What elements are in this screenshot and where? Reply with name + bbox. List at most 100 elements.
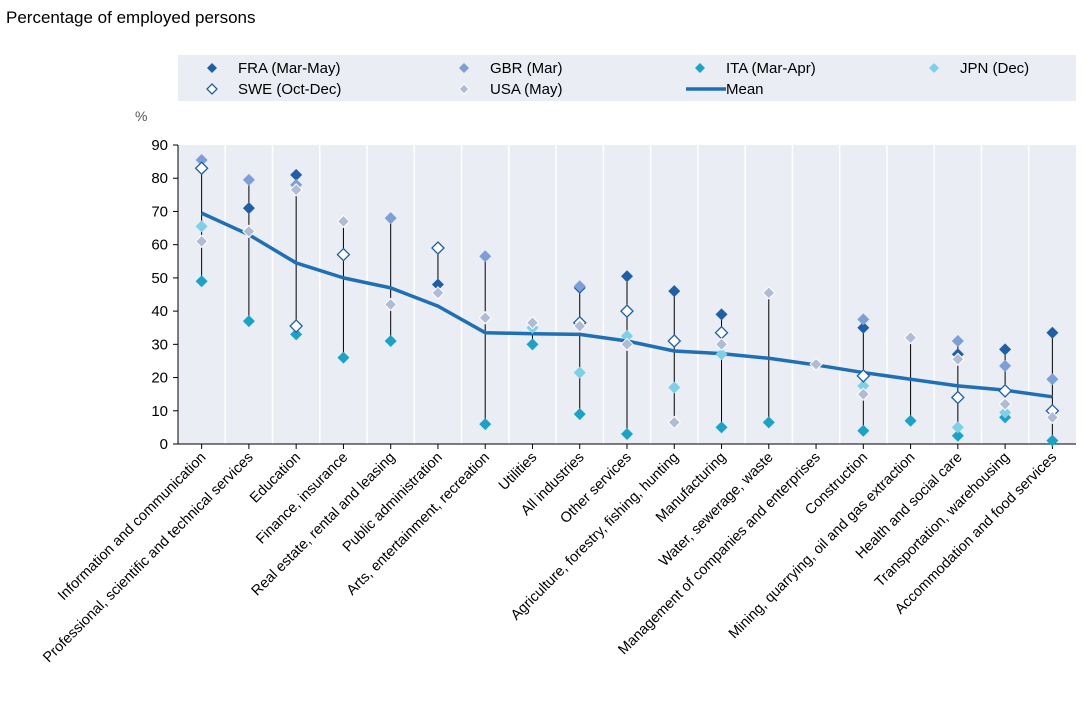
x-category-label: Professional, scientific and technical s…	[40, 450, 256, 666]
point-ita	[573, 408, 586, 421]
y-tick-label: 20	[151, 370, 168, 387]
point-jpn	[715, 348, 728, 361]
chart-subtitle: Percentage of employed persons	[6, 8, 256, 27]
point-usa	[809, 357, 823, 371]
point-swe	[998, 383, 1013, 398]
legend-symbol-swe	[206, 83, 218, 95]
point-usa	[667, 415, 681, 430]
point-jpn	[195, 220, 208, 233]
point-ita	[715, 421, 728, 434]
point-fra	[431, 278, 444, 291]
point-fra	[1046, 326, 1059, 339]
y-tick-label: 10	[151, 403, 168, 420]
point-fra	[668, 285, 681, 298]
point-ita	[762, 416, 775, 429]
point-swe	[336, 247, 351, 262]
point-fra	[999, 343, 1012, 356]
point-jpn	[857, 379, 870, 392]
y-tick-label: 40	[151, 303, 168, 320]
legend-symbol-gbr	[459, 63, 469, 73]
point-ita	[242, 315, 255, 328]
point-gbr	[573, 280, 586, 293]
point-swe	[620, 304, 634, 319]
y-tick-label: 50	[151, 270, 168, 287]
legend-label-usa: USA (May)	[490, 81, 563, 98]
point-gbr	[384, 212, 397, 225]
legend: FRA (Mar-May) GBR (Mar) ITA (Mar-Apr) JPN (…	[178, 55, 1076, 101]
point-usa	[856, 387, 871, 401]
point-fra	[857, 321, 870, 334]
point-usa	[478, 311, 492, 325]
point-swe	[856, 368, 871, 383]
x-category-label: Utilities	[496, 450, 540, 494]
y-tick-label: 80	[151, 170, 168, 187]
point-gbr	[1046, 373, 1059, 386]
point-jpn	[621, 330, 633, 343]
point-ita	[195, 275, 208, 288]
legend-background	[178, 55, 1076, 101]
point-swe	[194, 161, 209, 176]
y-tick-label: 0	[160, 436, 168, 453]
point-usa	[762, 286, 776, 300]
point-gbr	[242, 173, 255, 186]
point-usa	[620, 337, 634, 352]
x-category-label: Agriculture, forestry, fishing, hunting	[508, 450, 682, 624]
point-gbr	[479, 250, 492, 263]
point-swe	[289, 319, 304, 333]
point-gbr	[951, 335, 964, 348]
point-usa	[998, 397, 1012, 411]
point-usa	[951, 352, 965, 366]
legend-symbol-fra	[207, 63, 217, 73]
point-swe	[431, 241, 445, 255]
legend-symbol-jpn	[929, 63, 939, 73]
point-fra	[715, 308, 728, 321]
point-fra	[290, 168, 303, 181]
legend-symbol-ita	[695, 63, 705, 73]
point-ita	[479, 418, 492, 431]
point-usa	[714, 337, 729, 352]
point-usa	[383, 297, 398, 312]
x-category-label: Finance, insurance	[253, 450, 351, 548]
point-usa	[194, 234, 209, 249]
point-usa	[336, 214, 351, 229]
legend-label-fra: FRA (Mar-May)	[238, 60, 341, 77]
point-usa	[431, 286, 445, 300]
point-usa	[242, 224, 256, 239]
point-ita	[857, 424, 870, 437]
legend-label-ita: ITA (Mar-Apr)	[726, 60, 816, 77]
point-ita	[526, 338, 539, 351]
legend-label-jpn: JPN (Dec)	[960, 60, 1029, 77]
point-ita	[337, 351, 350, 364]
point-usa	[289, 183, 303, 197]
point-gbr	[195, 153, 208, 166]
point-usa	[573, 319, 587, 333]
point-swe	[950, 390, 965, 405]
point-ita	[621, 428, 633, 441]
legend-label-mean: Mean	[726, 81, 764, 98]
point-usa	[903, 330, 918, 345]
point-usa	[1045, 410, 1060, 425]
point-fra	[242, 202, 255, 215]
point-ita	[951, 429, 964, 442]
point-gbr	[857, 313, 870, 326]
y-tick-label: 90	[151, 137, 168, 154]
point-ita	[1046, 434, 1059, 447]
point-jpn	[951, 421, 964, 434]
point-usa	[525, 316, 540, 330]
point-jpn	[999, 406, 1012, 419]
y-tick-label: 30	[151, 336, 168, 353]
legend-label-swe: SWE (Oct-Dec)	[238, 81, 341, 98]
point-ita	[904, 414, 917, 427]
point-swe	[667, 334, 682, 348]
point-fra	[621, 270, 633, 283]
point-jpn	[668, 381, 681, 394]
point-ita	[384, 335, 397, 348]
legend-label-gbr: GBR (Mar)	[490, 60, 563, 77]
point-jpn	[573, 366, 586, 379]
y-axis-unit: %	[135, 108, 147, 124]
point-gbr	[999, 359, 1012, 372]
y-tick-label: 70	[151, 203, 168, 220]
y-tick-label: 60	[151, 237, 168, 254]
